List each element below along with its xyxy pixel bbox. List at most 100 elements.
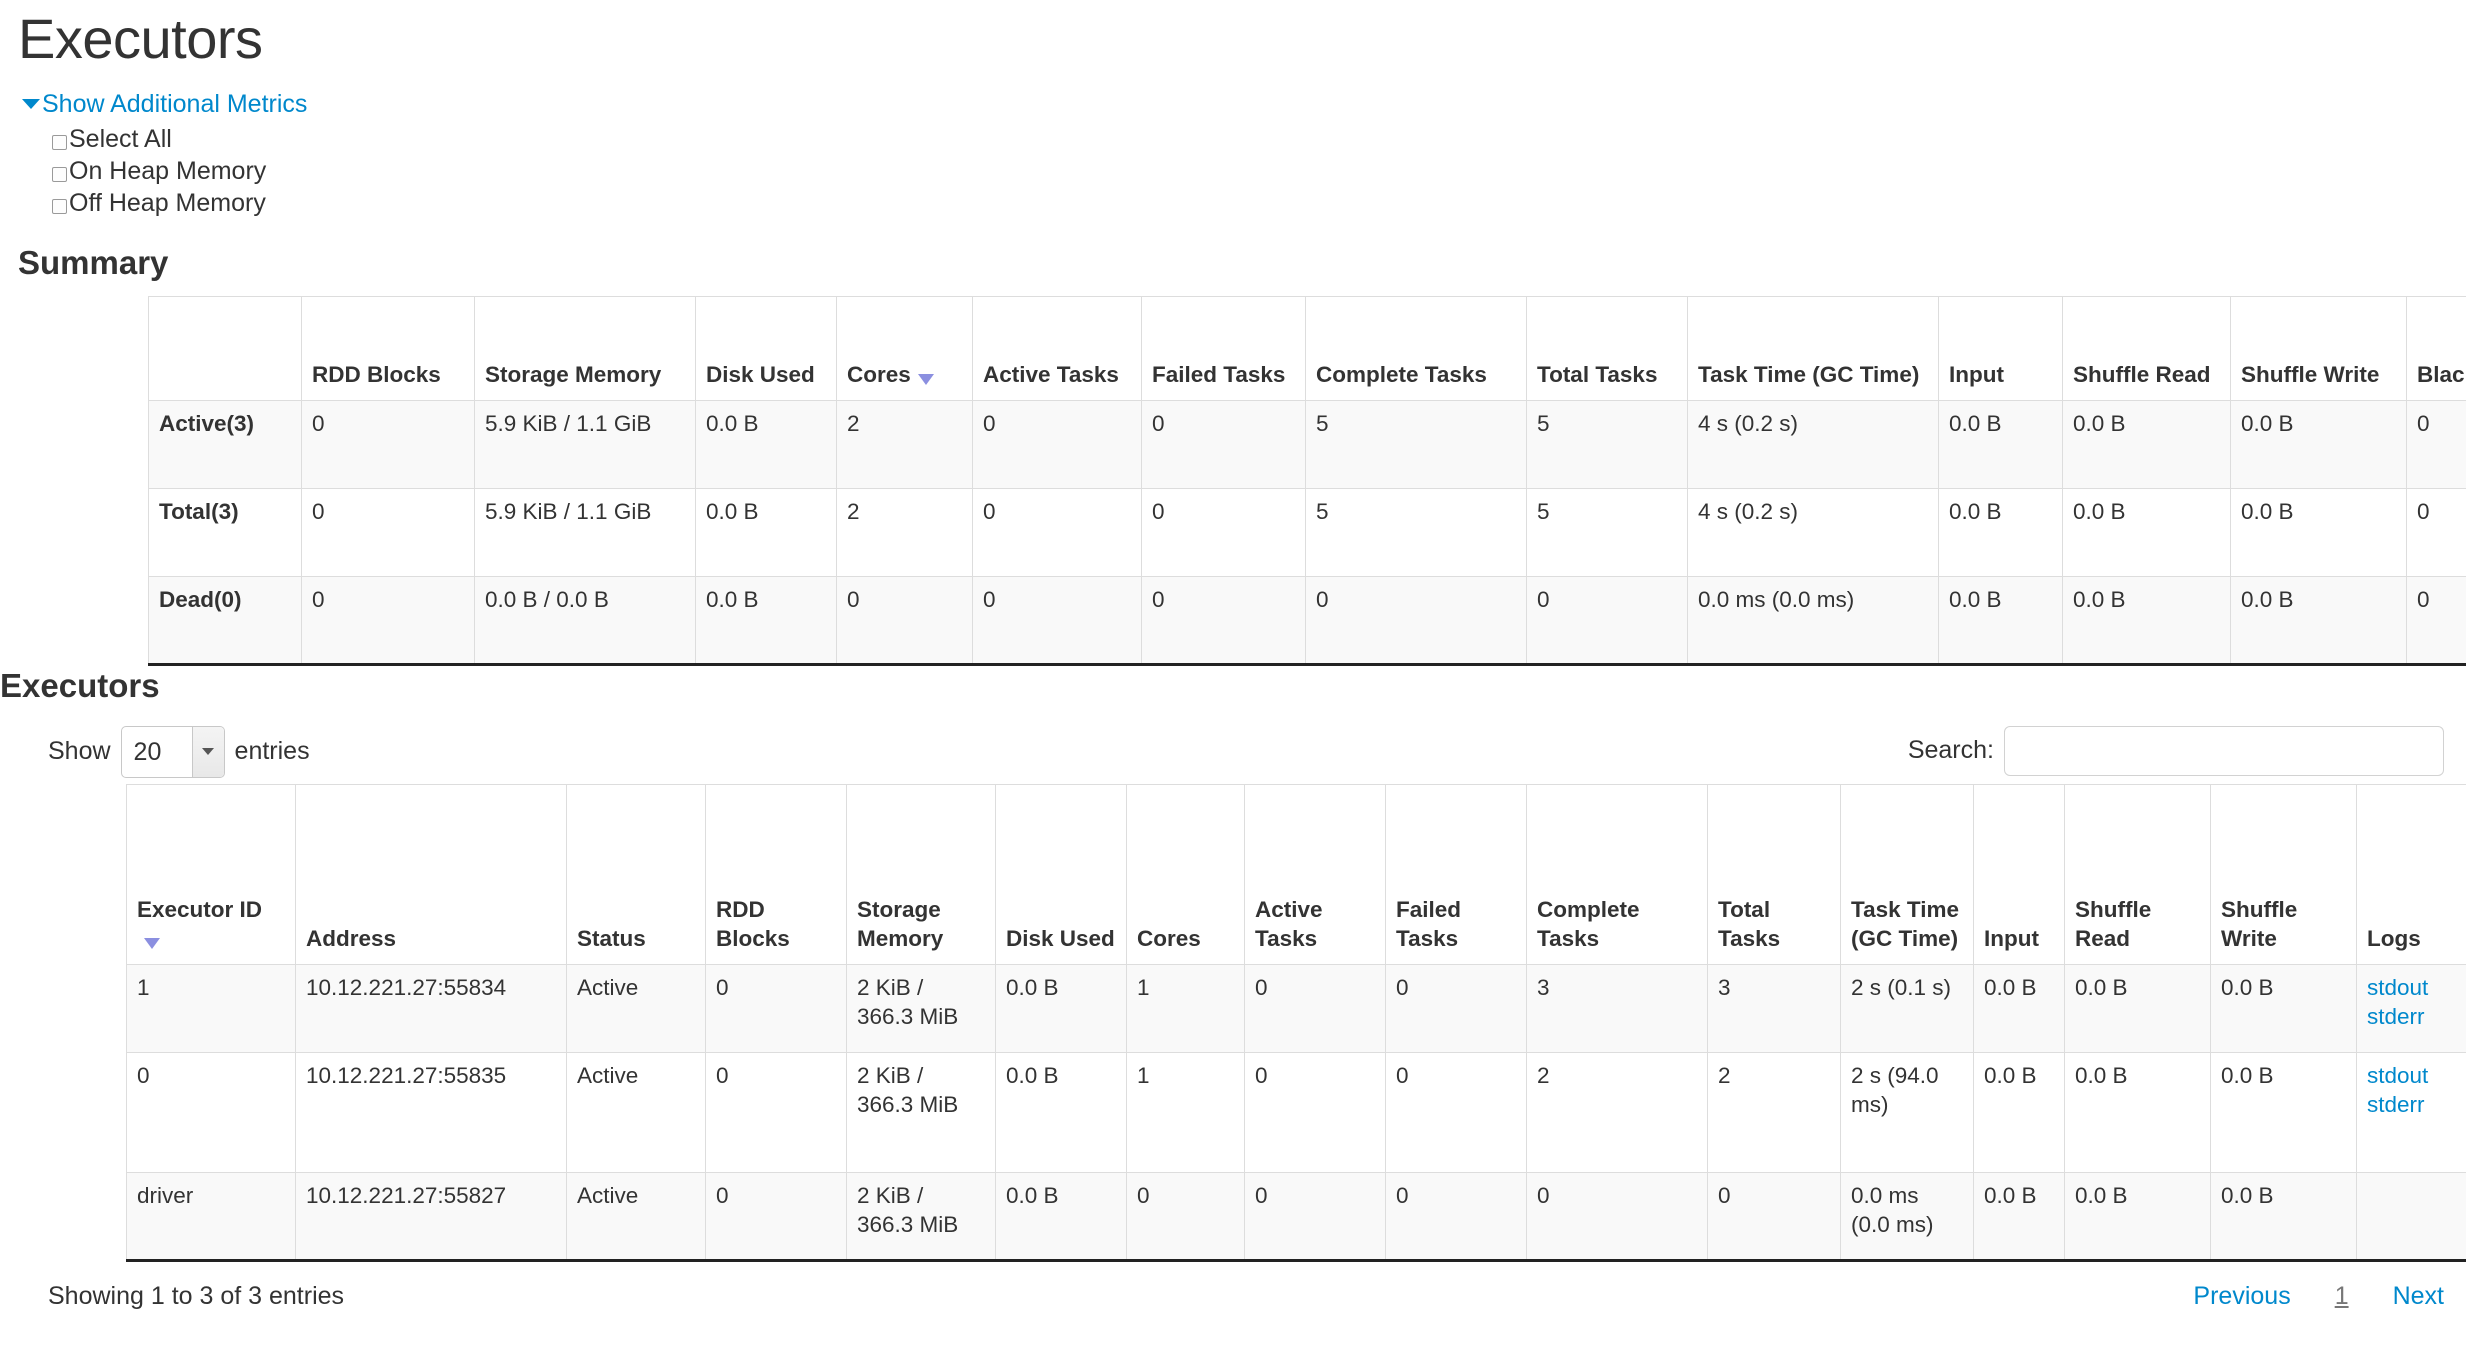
entries-select[interactable]: 20: [120, 725, 225, 778]
summary-cell-storage-memory: 5.9 KiB / 1.1 GiB: [474, 400, 696, 490]
metric-option-on-heap-memory[interactable]: On Heap Memory: [52, 155, 2466, 187]
summary-col-blacklisted[interactable]: Blacklisted: [2406, 296, 2466, 402]
exec-cell-storage-memory: 2 KiB / 366.3 MiB: [846, 1051, 996, 1173]
exec-cell-shuffle-write: 0.0 B: [2210, 1171, 2357, 1261]
summary-cell-cores: 2: [836, 400, 973, 490]
exec-cell-complete-tasks: 0: [1526, 1171, 1708, 1261]
page-title: Executors: [18, 7, 263, 70]
exec-col-executor-id-label: Executor ID: [137, 897, 263, 923]
summary-cell-failed-tasks: 0: [1141, 576, 1306, 666]
sort-descending-icon: [144, 937, 160, 949]
exec-col-shuffle-write[interactable]: Shuffle Write: [2210, 783, 2357, 965]
summary-cell-task-time: 0.0 ms (0.0 ms): [1687, 576, 1939, 666]
summary-cell-blacklisted: 0: [2406, 488, 2466, 578]
exec-cell-failed-tasks: 0: [1385, 1171, 1527, 1261]
stderr-link[interactable]: stderr: [2367, 1003, 2425, 1029]
summary-col-task-time[interactable]: Task Time (GC Time): [1687, 296, 1939, 402]
exec-cell-executor-id: 0: [126, 1051, 296, 1173]
on-heap-memory-checkbox[interactable]: [52, 166, 67, 182]
summary-col-failed-tasks[interactable]: Failed Tasks: [1141, 296, 1306, 402]
table-row: Total(3) 0 5.9 KiB / 1.1 GiB 0.0 B 2 0 0…: [148, 488, 2466, 578]
summary-col-cores-label: Cores: [847, 362, 911, 388]
summary-cell-blacklisted: 0: [2406, 576, 2466, 666]
summary-col-rdd-blocks[interactable]: RDD Blocks: [301, 296, 475, 402]
summary-cell-total-tasks: 5: [1526, 400, 1688, 490]
exec-cell-cores: 1: [1126, 963, 1245, 1053]
summary-col-shuffle-write[interactable]: Shuffle Write: [2230, 296, 2407, 402]
table-row: Dead(0) 0 0.0 B / 0.0 B 0.0 B 0 0 0 0 0 …: [148, 576, 2466, 666]
summary-cell-shuffle-write: 0.0 B: [2230, 576, 2407, 666]
exec-col-address[interactable]: Address: [295, 783, 567, 965]
pagination-next[interactable]: Next: [2392, 1281, 2444, 1310]
metric-option-label: Select All: [69, 124, 172, 153]
summary-col-shuffle-read[interactable]: Shuffle Read: [2062, 296, 2231, 402]
metric-option-off-heap-memory[interactable]: Off Heap Memory: [52, 187, 2466, 219]
summary-col-cores[interactable]: Cores: [836, 296, 973, 402]
pagination-page-1[interactable]: 1: [2334, 1281, 2349, 1310]
stderr-link[interactable]: stderr: [2367, 1091, 2425, 1117]
search-input[interactable]: [2004, 725, 2444, 776]
summary-col-input[interactable]: Input: [1938, 296, 2063, 402]
search-control: Search:: [1908, 725, 2444, 776]
summary-col-complete-tasks[interactable]: Complete Tasks: [1305, 296, 1527, 402]
exec-cell-address: 10.12.221.27:55827: [295, 1171, 567, 1261]
exec-cell-failed-tasks: 0: [1385, 1051, 1527, 1173]
exec-cell-rdd-blocks: 0: [705, 963, 847, 1053]
exec-col-storage-memory[interactable]: Storage Memory: [846, 783, 996, 965]
show-additional-metrics-label: Show Additional Metrics: [42, 89, 308, 118]
exec-cell-storage-memory: 2 KiB / 366.3 MiB: [846, 1171, 996, 1261]
exec-cell-shuffle-write: 0.0 B: [2210, 963, 2357, 1053]
table-row: Active(3) 0 5.9 KiB / 1.1 GiB 0.0 B 2 0 …: [148, 400, 2466, 490]
exec-col-executor-id[interactable]: Executor ID: [126, 783, 296, 965]
summary-cell-shuffle-write: 0.0 B: [2230, 400, 2407, 490]
exec-col-status[interactable]: Status: [566, 783, 706, 965]
exec-col-total-tasks[interactable]: Total Tasks: [1707, 783, 1841, 965]
exec-cell-rdd-blocks: 0: [705, 1051, 847, 1173]
exec-col-shuffle-read[interactable]: Shuffle Read: [2064, 783, 2211, 965]
exec-col-logs[interactable]: Logs: [2356, 783, 2466, 965]
exec-col-complete-tasks[interactable]: Complete Tasks: [1526, 783, 1708, 965]
executors-title: Executors: [0, 667, 160, 705]
summary-cell-rdd-blocks: 0: [301, 488, 475, 578]
summary-title: Summary: [18, 243, 169, 281]
exec-col-failed-tasks[interactable]: Failed Tasks: [1385, 783, 1527, 965]
show-additional-metrics-toggle[interactable]: Show Additional Metrics: [22, 89, 308, 118]
executors-table-body: 1 10.12.221.27:55834 Active 0 2 KiB / 36…: [126, 963, 2466, 1261]
summary-cell-cores: 2: [836, 488, 973, 578]
pagination-previous[interactable]: Previous: [2193, 1281, 2291, 1310]
summary-cell-storage-memory: 0.0 B / 0.0 B: [474, 576, 696, 666]
exec-cell-active-tasks: 0: [1244, 1051, 1386, 1173]
off-heap-memory-checkbox[interactable]: [52, 198, 67, 214]
summary-col-storage-memory[interactable]: Storage Memory: [474, 296, 696, 402]
exec-cell-disk-used: 0.0 B: [995, 1171, 1127, 1261]
summary-cell-rdd-blocks: 0: [301, 400, 475, 490]
summary-col-disk-used[interactable]: Disk Used: [695, 296, 837, 402]
exec-col-active-tasks[interactable]: Active Tasks: [1244, 783, 1386, 965]
summary-cell-failed-tasks: 0: [1141, 488, 1306, 578]
exec-cell-active-tasks: 0: [1244, 1171, 1386, 1261]
exec-cell-input: 0.0 B: [1973, 963, 2065, 1053]
summary-col-active-tasks[interactable]: Active Tasks: [972, 296, 1142, 402]
exec-col-rdd-blocks[interactable]: RDD Blocks: [705, 783, 847, 965]
exec-cell-failed-tasks: 0: [1385, 963, 1527, 1053]
summary-cell-shuffle-read: 0.0 B: [2062, 400, 2231, 490]
summary-row-label: Dead(0): [148, 576, 302, 666]
executors-table-controls: Show 20 entries Search:: [0, 718, 2466, 778]
exec-cell-shuffle-read: 0.0 B: [2064, 1051, 2211, 1173]
summary-cell-input: 0.0 B: [1938, 576, 2063, 666]
summary-cell-total-tasks: 5: [1526, 488, 1688, 578]
stdout-link[interactable]: stdout: [2367, 1062, 2429, 1088]
entries-select-wrap[interactable]: 20: [120, 725, 225, 778]
exec-cell-complete-tasks: 2: [1526, 1051, 1708, 1173]
exec-col-cores[interactable]: Cores: [1126, 783, 1245, 965]
metric-option-select-all[interactable]: Select All: [52, 123, 2466, 155]
exec-col-task-time[interactable]: Task Time (GC Time): [1840, 783, 1974, 965]
exec-col-input[interactable]: Input: [1973, 783, 2065, 965]
summary-col-total-tasks[interactable]: Total Tasks: [1526, 296, 1688, 402]
exec-col-disk-used[interactable]: Disk Used: [995, 783, 1127, 965]
select-all-checkbox[interactable]: [52, 134, 67, 150]
summary-cell-active-tasks: 0: [972, 400, 1142, 490]
exec-cell-executor-id: 1: [126, 963, 296, 1053]
stdout-link[interactable]: stdout: [2367, 974, 2429, 1000]
summary-cell-input: 0.0 B: [1938, 488, 2063, 578]
